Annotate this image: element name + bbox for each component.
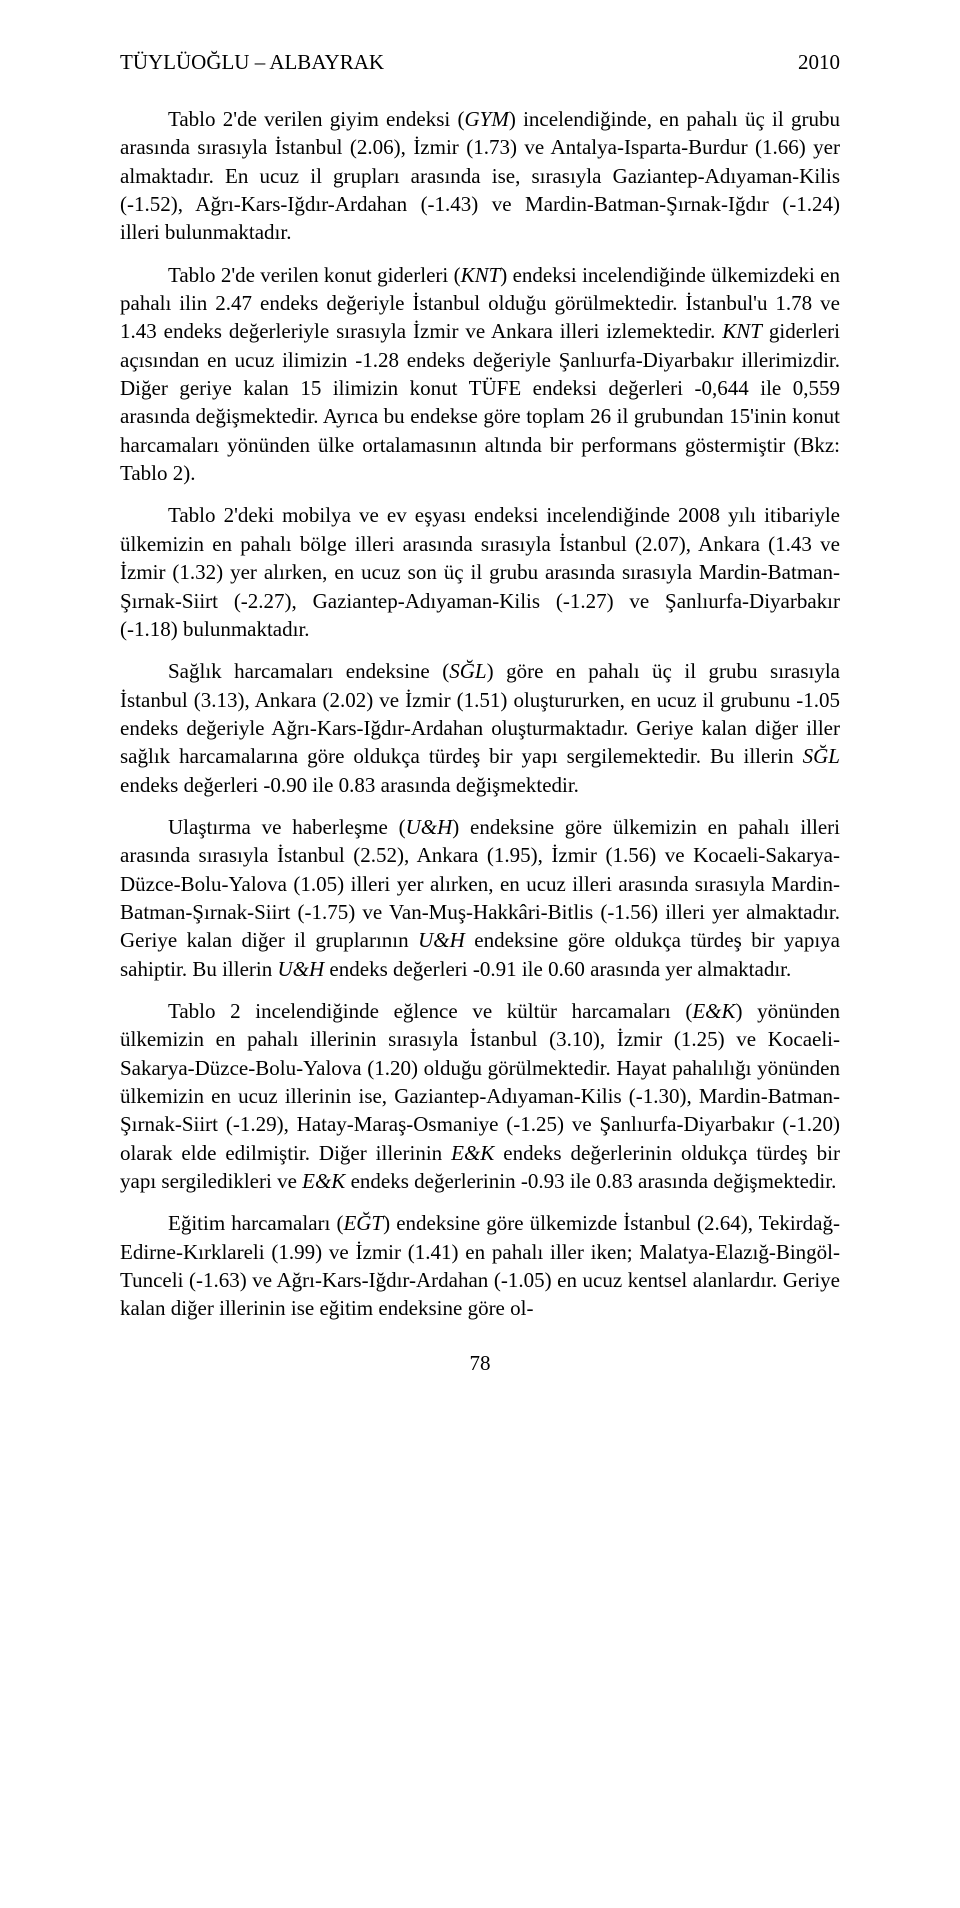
paragraph-7: Eğitim harcamaları (EĞT) endeksine göre … — [120, 1209, 840, 1322]
paragraph-2: Tablo 2'de verilen konut giderleri (KNT)… — [120, 261, 840, 488]
para4-italic-sgl-2: SĞL — [803, 744, 840, 768]
para4-part-a: Sağlık harcamaları endeksine ( — [168, 659, 449, 683]
para5-italic-uh-1: U&H — [406, 815, 453, 839]
page-header: TÜYLÜOĞLU – ALBAYRAK 2010 — [120, 50, 840, 75]
para1-part-a: Tablo 2'de verilen giyim endeksi ( — [168, 107, 464, 131]
para6-italic-ek-2: E&K — [451, 1141, 494, 1165]
para5-part-a: Ulaştırma ve haberleşme ( — [168, 815, 406, 839]
paragraph-5: Ulaştırma ve haberleşme (U&H) endeksine … — [120, 813, 840, 983]
para2-italic-knt-1: KNT — [461, 263, 501, 287]
para7-part-a: Eğitim harcamaları ( — [168, 1211, 343, 1235]
header-year: 2010 — [798, 50, 840, 75]
para5-italic-uh-2: U&H — [418, 928, 465, 952]
paragraph-4: Sağlık harcamaları endeksine (SĞL) göre … — [120, 657, 840, 799]
para2-part-c: giderleri açısından en ucuz ilimizin -1.… — [120, 319, 840, 485]
para4-italic-sgl-1: SĞL — [449, 659, 486, 683]
para5-italic-uh-3: U&H — [278, 957, 325, 981]
paragraph-3: Tablo 2'deki mobilya ve ev eşyası endeks… — [120, 501, 840, 643]
paragraph-1: Tablo 2'de verilen giyim endeksi (GYM) i… — [120, 105, 840, 247]
para2-part-a: Tablo 2'de verilen konut giderleri ( — [168, 263, 461, 287]
para4-part-c: endeks değerleri -0.90 ile 0.83 arasında… — [120, 773, 579, 797]
para6-part-a: Tablo 2 incelendiğinde eğlence ve kültür… — [168, 999, 692, 1023]
page-number: 78 — [120, 1351, 840, 1376]
header-authors: TÜYLÜOĞLU – ALBAYRAK — [120, 50, 384, 75]
para1-italic-gym: GYM — [464, 107, 508, 131]
paragraph-6: Tablo 2 incelendiğinde eğlence ve kültür… — [120, 997, 840, 1195]
para5-part-d: endeks değerleri -0.91 ile 0.60 arasında… — [324, 957, 791, 981]
para7-italic-egt: EĞT — [343, 1211, 383, 1235]
para3-text: Tablo 2'deki mobilya ve ev eşyası endeks… — [120, 503, 840, 640]
para6-italic-ek-3: E&K — [302, 1169, 345, 1193]
para6-italic-ek-1: E&K — [692, 999, 735, 1023]
para6-part-d: endeks değerlerinin -0.93 ile 0.83 arası… — [345, 1169, 836, 1193]
para2-italic-knt-2: KNT — [722, 319, 762, 343]
